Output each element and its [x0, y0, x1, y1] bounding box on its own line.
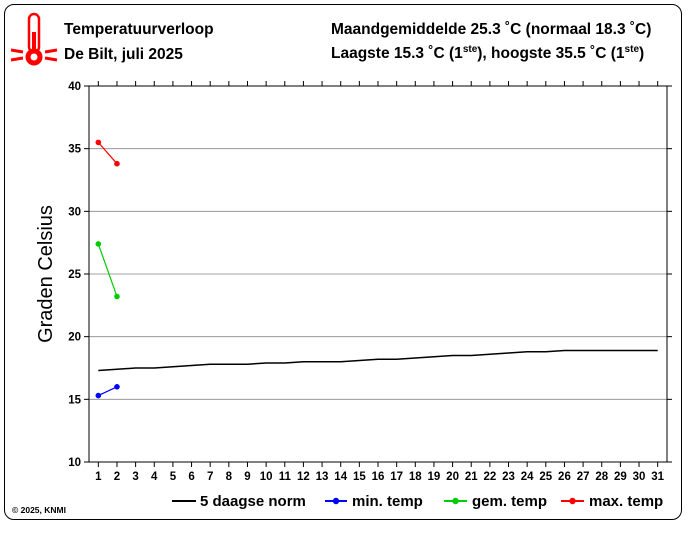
- x-tick-label: 21: [465, 471, 478, 483]
- data-point-min: [95, 392, 102, 399]
- x-tick-label: 28: [595, 471, 608, 483]
- extremes-end: ): [639, 45, 645, 63]
- x-tick-label: 27: [577, 471, 590, 483]
- x-tick-label: 4: [151, 471, 158, 483]
- legend-label-gem: gem. temp: [472, 493, 547, 510]
- x-tick-label: 20: [446, 471, 459, 483]
- y-axis-label: Graden Celsius: [35, 205, 57, 343]
- y-tick-label: 25: [68, 269, 81, 281]
- legend-label-max: max. temp: [589, 493, 663, 510]
- chart-title: Temperatuurverloop: [64, 21, 214, 38]
- x-tick-label: 29: [614, 471, 627, 483]
- chart-subtitle: De Bilt, juli 2025: [64, 46, 183, 63]
- x-tick-label: 11: [279, 471, 292, 483]
- legend-label-norm: 5 daagse norm: [200, 493, 306, 510]
- y-tick-label: 10: [68, 457, 81, 469]
- x-tick-label: 14: [334, 471, 347, 483]
- x-tick-label: 9: [244, 471, 250, 483]
- extremes-low-sup: ste: [462, 44, 478, 55]
- data-point-min: [114, 384, 120, 390]
- legend-marker-max: [569, 497, 576, 505]
- data-point-max: [114, 160, 120, 167]
- grid-lines: [89, 148, 667, 400]
- x-tick-label: 24: [521, 471, 534, 483]
- x-tick-label: 16: [372, 471, 385, 483]
- x-tick-label: 6: [188, 471, 194, 483]
- x-tick-label: 31: [651, 471, 664, 483]
- x-tick-label: 25: [539, 471, 552, 483]
- x-tick-label: 3: [132, 471, 138, 483]
- series-line-gem: [97, 243, 118, 297]
- x-tick-label: 1: [95, 471, 102, 483]
- legend-marker-gem: [452, 497, 459, 505]
- data-point-gem: [114, 293, 120, 300]
- x-tick-label: 10: [260, 471, 273, 483]
- data-point-gem: [95, 241, 102, 247]
- x-tick-label: 2: [114, 471, 120, 483]
- extremes-high-sup: ste: [624, 44, 639, 55]
- monthly-average-text: Maandgemiddelde 25.3 ˚C (normaal 18.3 ˚C…: [331, 21, 652, 38]
- thermometer-icon: [10, 12, 58, 66]
- x-tick-label: 18: [409, 471, 422, 483]
- x-tick-label: 7: [207, 471, 213, 483]
- x-tick-label: 15: [353, 471, 366, 483]
- series-line-norm: [98, 349, 658, 372]
- extremes-text: Laagste 15.3 ˚C (1ste), hoogste 35.5 ˚C …: [331, 44, 644, 63]
- chart-frame: [4, 4, 682, 520]
- x-tick-label: 30: [633, 471, 646, 483]
- legend-marker-min: [332, 497, 340, 505]
- series-line-min: [98, 386, 118, 397]
- x-tick-label: 12: [297, 471, 310, 483]
- extremes-mid: ), hoogste 35.5 ˚C (1: [477, 45, 625, 63]
- series-line-max: [97, 142, 118, 165]
- legend: 5 daagse norm min. temp gem. temp max. temp: [172, 493, 663, 510]
- y-tick-label: 15: [68, 394, 81, 406]
- y-tick-label: 20: [68, 332, 81, 344]
- x-tick-label: 8: [226, 471, 233, 483]
- x-tick-label: 26: [558, 471, 571, 483]
- y-tick-label: 30: [68, 206, 81, 218]
- y-tick-label: 35: [68, 144, 81, 156]
- data-series: [95, 139, 658, 399]
- copyright-text: © 2025, KNMI: [12, 505, 66, 515]
- x-tick-label: 5: [170, 471, 177, 483]
- x-tick-label: 23: [502, 471, 515, 483]
- x-tick-label: 19: [428, 471, 441, 483]
- data-point-max: [95, 139, 102, 146]
- legend-label-min: min. temp: [352, 493, 423, 510]
- x-tick-label: 13: [316, 471, 329, 483]
- y-tick-label: 40: [68, 81, 81, 93]
- x-tick-label: 17: [390, 471, 403, 483]
- x-tick-label: 22: [483, 471, 496, 483]
- extremes-low: Laagste 15.3 ˚C (1: [331, 45, 463, 63]
